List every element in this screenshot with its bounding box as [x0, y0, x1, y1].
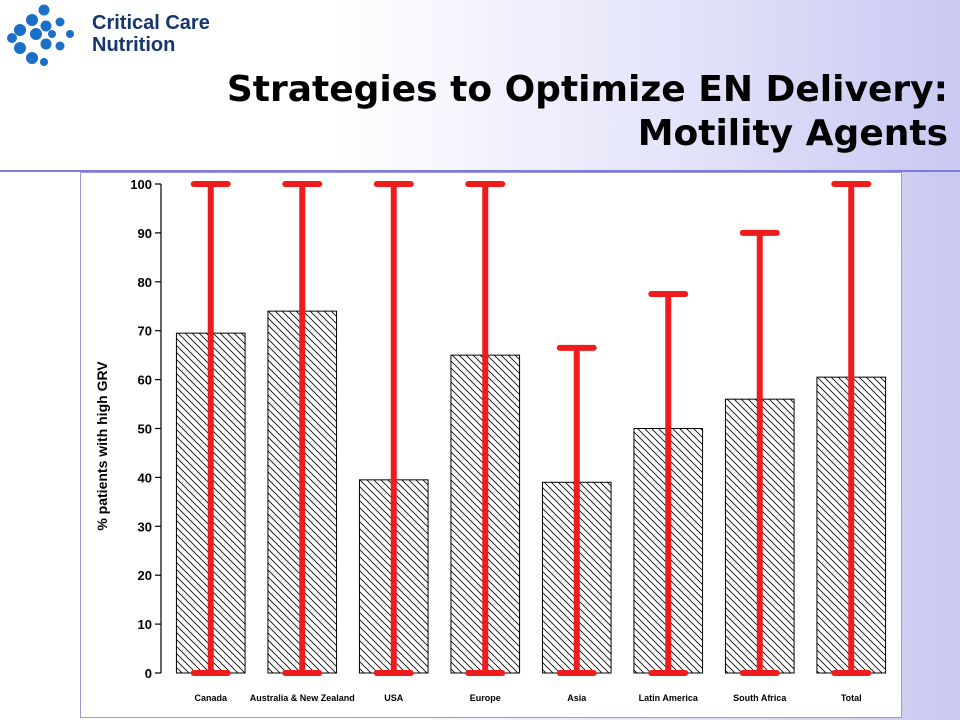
slide-title-line-2: Motility Agents [637, 113, 948, 154]
x-tick-label: Australia & New Zealand [250, 693, 355, 703]
y-tick-label: 80 [138, 275, 152, 290]
x-tick-label: South Africa [733, 693, 787, 703]
y-tick-label: 10 [138, 617, 152, 632]
logo-line-1: Critical Care [92, 12, 210, 34]
bar-chart: % patients with high GRV 0 10 20 30 40 50 60 70… [80, 172, 902, 718]
y-tick-label: 30 [138, 519, 152, 534]
title-divider [0, 170, 960, 172]
x-tick-label: USA [384, 693, 404, 703]
x-tick-label: Total [841, 693, 862, 703]
ccn-logo: Critical Care Nutrition [4, 2, 244, 66]
y-tick-label: 70 [138, 324, 152, 339]
logo-text: Critical Care Nutrition [92, 12, 210, 56]
range-bars [190, 181, 872, 676]
x-tick-label: Europe [470, 693, 501, 703]
x-tick-label: Latin America [639, 693, 699, 703]
bars [175, 310, 887, 674]
slide-title-line-1: Strategies to Optimize EN Delivery: [226, 69, 948, 110]
x-tick-label: Asia [567, 693, 587, 703]
chart-canvas: % patients with high GRV 0 10 20 30 40 50 60 70… [94, 177, 887, 703]
slide-title: Strategies to Optimize EN Delivery: Moti… [128, 68, 948, 156]
y-tick-label: 90 [138, 226, 152, 241]
ccn-dots-logo-icon [7, 4, 74, 66]
y-tick-label: 100 [130, 177, 152, 192]
y-tick-label: 40 [138, 470, 152, 485]
logo-line-2: Nutrition [92, 34, 176, 56]
y-tick-label: 50 [138, 422, 152, 437]
y-tick-label: 60 [138, 373, 152, 388]
y-axis: 0 10 20 30 40 50 60 70 80 90 100 [130, 177, 162, 681]
y-tick-label: 0 [145, 666, 152, 681]
x-tick-label: Canada [194, 693, 228, 703]
y-tick-label: 20 [138, 568, 152, 583]
y-axis-label: % patients with high GRV [94, 361, 110, 531]
x-axis-labels: Canada Australia & New Zealand USA Europe As… [194, 693, 861, 703]
